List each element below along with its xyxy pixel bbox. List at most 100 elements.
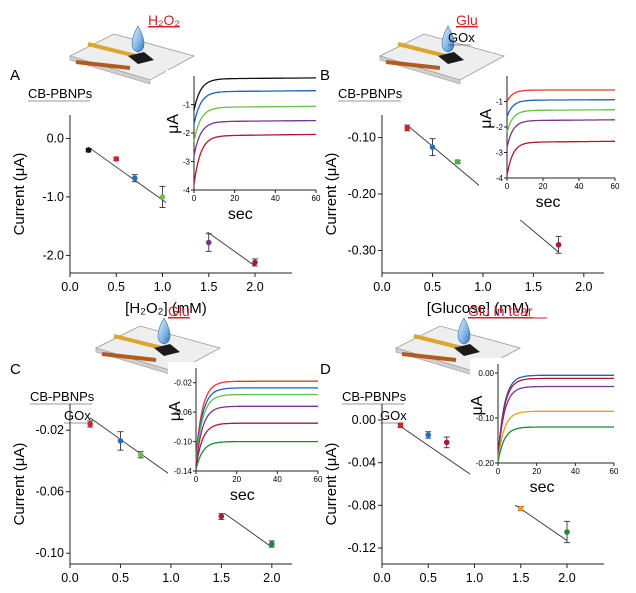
droplet-icon xyxy=(131,25,145,53)
copper-strip xyxy=(385,60,441,70)
inset-y-tick-label: -0.20 xyxy=(476,459,495,468)
droplet-icon xyxy=(457,317,471,345)
current-trace xyxy=(195,405,318,466)
inset-x-tick-label: 40 xyxy=(273,475,282,484)
inset-y-tick-label: 0.00 xyxy=(478,369,494,378)
data-point xyxy=(564,529,570,535)
inset-y-tick-label: -3 xyxy=(183,158,191,167)
y-tick-label: 0.0 xyxy=(47,131,64,145)
inset-y-tick-label: -0.14 xyxy=(174,467,193,476)
y-axis-label: Current (μA) xyxy=(323,153,340,236)
panel-b: B Glu GOx CB-PBNPs 0.0 0.5 1.0 1.5 2.0 -0.10 -0.20… xyxy=(320,12,621,317)
main-plot: 0.0 0.5 1.0 1.5 2.0 0.00 -0.04 -0.08 -0.12 [Gluco… xyxy=(323,404,604,593)
inset-background xyxy=(479,70,621,220)
current-trace xyxy=(193,90,316,125)
inset-plot: 0 20 40 60 -1 -2 -3 -4 sec μA xyxy=(165,70,322,232)
current-trace xyxy=(195,393,318,463)
panel-a: A H₂O₂ CB-PBNPs 0.0 0.5 1.0 1.5 2.0 0.0 -1.0 -2.0 [… xyxy=(10,12,322,317)
inset-y-tick-label: -1 xyxy=(496,98,504,107)
inset-x-tick-label: 40 xyxy=(575,182,584,191)
panel-c: C Glu CB-PBNPs GOx 0.0 0.5 1.0 1.5 2.0 -0.02 -0.06… xyxy=(10,303,324,593)
inset-x-tick-label: 60 xyxy=(610,467,619,476)
panel-letter: D xyxy=(320,361,331,378)
inset-x-tick-label: 40 xyxy=(571,467,580,476)
data-point xyxy=(131,175,138,181)
x-tick-label: 0.0 xyxy=(373,571,390,585)
x-axis-label: [H₂O₂] (mM) xyxy=(125,300,207,317)
x-tick-label: 0.5 xyxy=(108,280,125,294)
copper-strip xyxy=(75,60,131,70)
current-trace xyxy=(193,133,316,185)
analyte-label: Glu in tear xyxy=(468,303,533,319)
x-axis-label: [Glucose] (mM) xyxy=(427,591,530,593)
y-axis-label: Current (μA) xyxy=(11,443,28,526)
y-tick-label: -2.0 xyxy=(42,248,64,262)
inset-x-tick-label: 40 xyxy=(271,194,280,203)
y-tick-label: -0.12 xyxy=(348,541,377,555)
layer-label: GOx xyxy=(448,30,475,45)
data-point xyxy=(425,432,432,438)
data-point xyxy=(85,147,92,153)
inset-y-tick-label: -1 xyxy=(183,101,191,110)
inset-y-tick-label: -4 xyxy=(496,174,504,183)
y-tick-label: -0.08 xyxy=(348,498,377,512)
analyte-label: Glu xyxy=(456,12,478,28)
x-tick-label: 0.0 xyxy=(61,571,78,585)
data-point xyxy=(555,241,562,248)
current-trace xyxy=(193,119,316,156)
inset-y-label: μA xyxy=(478,109,495,129)
inset-y-tick-label: -0.02 xyxy=(174,379,193,388)
inset-background xyxy=(168,362,324,513)
inset-x-tick-label: 20 xyxy=(230,194,239,203)
data-point xyxy=(137,451,144,458)
y-tick-label: -0.10 xyxy=(36,546,65,560)
inset-y-tick-label: -2 xyxy=(183,129,191,138)
inset-y-label: μA xyxy=(165,114,182,134)
inset-x-label: sec xyxy=(230,487,255,504)
layer-label: CB-PBNPs xyxy=(342,389,407,404)
x-axis-label: [Glucose] (mM) xyxy=(427,300,530,317)
x-tick-label: 2.0 xyxy=(246,280,263,294)
droplet-icon xyxy=(441,25,455,53)
current-trace xyxy=(497,426,614,463)
y-tick-label: -0.20 xyxy=(348,187,377,201)
inset-x-tick-label: 0 xyxy=(194,475,199,484)
sensing-pad xyxy=(454,344,480,356)
inset-x-tick-label: 0 xyxy=(192,194,197,203)
data-point xyxy=(269,541,275,547)
data-point xyxy=(252,259,258,266)
panel-letter: A xyxy=(10,67,20,84)
current-trace xyxy=(497,377,614,459)
analyte-label: H₂O₂ xyxy=(148,12,180,28)
y-tick-label: -0.30 xyxy=(348,243,377,257)
inset-plot: 0 20 40 60 0.00 -0.10 -0.20 sec μA xyxy=(469,358,620,505)
data-point xyxy=(397,422,404,429)
current-trace xyxy=(506,89,615,102)
data-point xyxy=(443,439,450,446)
y-tick-label: -0.10 xyxy=(348,131,377,145)
x-tick-label: 0.0 xyxy=(61,280,78,294)
inset-plot: 0 20 40 60 -1 -2 -3 -4 sec μA xyxy=(478,70,621,220)
inset-y-tick-label: -2 xyxy=(496,123,504,132)
current-trace xyxy=(497,385,614,460)
x-tick-label: 2.0 xyxy=(263,571,280,585)
current-trace xyxy=(195,422,318,468)
data-point xyxy=(205,239,212,246)
x-tick-label: 1.0 xyxy=(466,571,483,585)
x-tick-label: 0.5 xyxy=(112,571,129,585)
x-tick-label: 0.5 xyxy=(424,280,441,294)
y-axis-label: Current (μA) xyxy=(323,443,340,526)
data-point xyxy=(454,159,461,165)
copper-strip xyxy=(101,352,157,362)
x-tick-label: 1.5 xyxy=(213,571,230,585)
data-point xyxy=(404,125,411,131)
gold-strip xyxy=(113,334,163,350)
current-trace xyxy=(506,99,615,118)
y-tick-label: -0.06 xyxy=(36,485,65,499)
inset-y-label: μA xyxy=(167,401,184,421)
inset-x-tick-label: 60 xyxy=(312,194,321,203)
x-tick-label: 1.5 xyxy=(525,280,542,294)
inset-y-label: μA xyxy=(469,395,486,415)
inset-x-label: sec xyxy=(536,194,561,211)
